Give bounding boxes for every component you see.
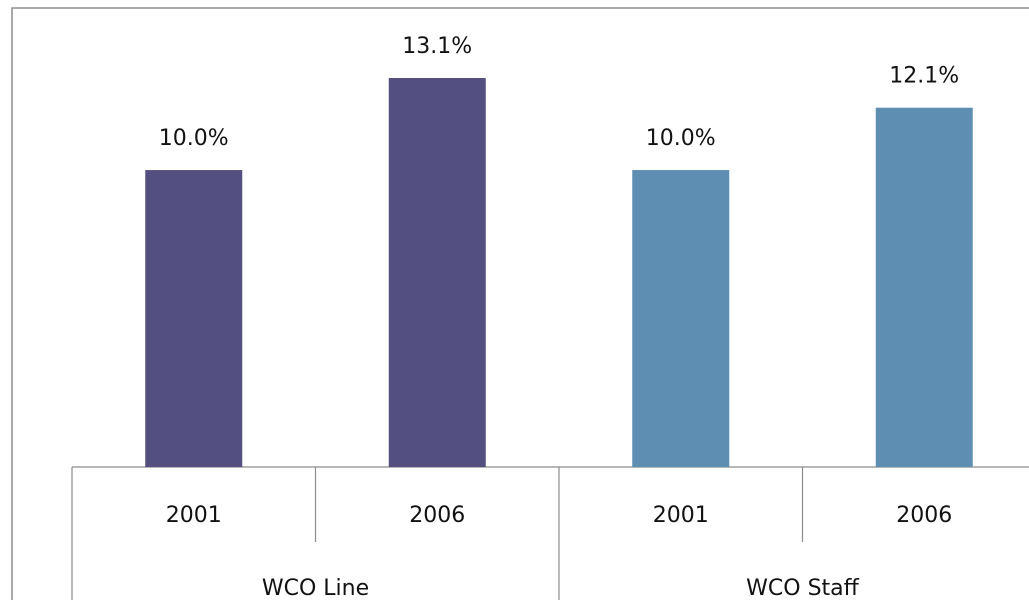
bar — [145, 170, 243, 467]
x-tick-label: 2006 — [409, 503, 465, 528]
x-tick-label: 2001 — [653, 503, 709, 528]
bar — [875, 107, 973, 468]
value-label: 13.1% — [402, 34, 472, 59]
chart-frame — [11, 7, 1029, 600]
x-tick-label: 2001 — [166, 503, 222, 528]
bar — [632, 170, 730, 467]
x-tick-label: 2006 — [896, 503, 952, 528]
bar — [388, 78, 486, 467]
group-label: WCO Staff — [746, 576, 859, 600]
value-label: 12.1% — [889, 64, 959, 89]
value-label: 10.0% — [159, 126, 229, 151]
value-label: 10.0% — [646, 126, 716, 151]
group-label: WCO Line — [262, 576, 369, 600]
